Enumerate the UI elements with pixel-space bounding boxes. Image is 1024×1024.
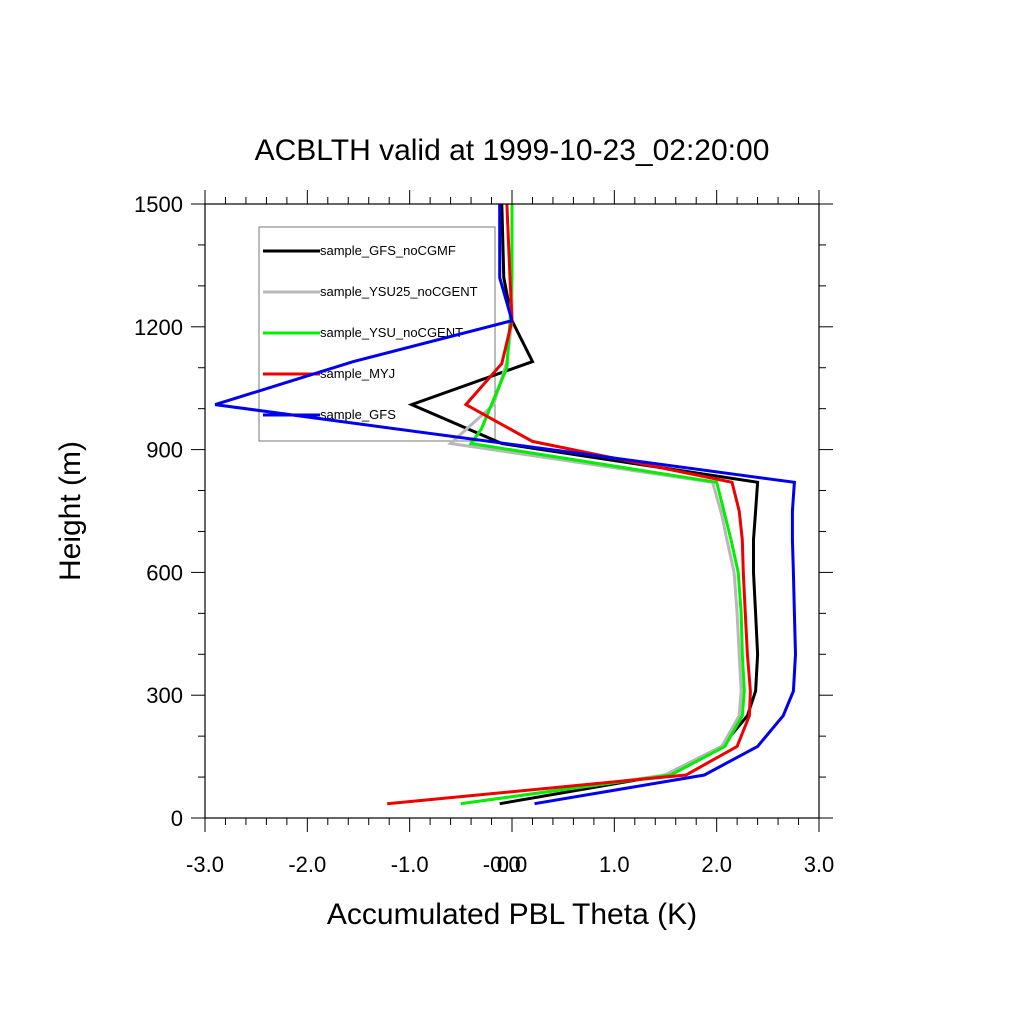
y-tick-label: 900: [146, 438, 183, 463]
series-line-sample_YSU_noCGENT: [460, 204, 746, 806]
x-axis: -3.0 -2.0 -1.0 -0.00.0 1.0 2.0 3.0: [186, 190, 834, 877]
x-tick-label: -2.0: [288, 852, 326, 877]
y-axis-label: Height (m): [54, 441, 87, 581]
plot-area: [214, 203, 798, 806]
x-tick-label: 2.0: [701, 852, 732, 877]
legend-label: sample_YSU25_noCGENT: [320, 284, 478, 299]
series-line-sample_GFS_noCGMF: [407, 203, 760, 806]
legend-label: sample_YSU_noCGENT: [320, 325, 463, 340]
legend-label: sample_GFS: [320, 407, 396, 422]
y-tick-label: 600: [146, 560, 183, 585]
y-axis: 0 300 600 900 1200 1500: [134, 192, 833, 831]
legend-label: sample_GFS_noCGMF: [320, 243, 456, 258]
x-tick-label: 3.0: [804, 852, 835, 877]
x-tick-label: 0.0: [497, 852, 528, 877]
chart-title: ACBLTH valid at 1999-10-23_02:20:00: [255, 134, 770, 167]
x-axis-label: Accumulated PBL Theta (K): [327, 898, 697, 931]
legend-label: sample_MYJ: [320, 366, 395, 381]
series-line-sample_MYJ: [387, 203, 752, 806]
x-tick-label: -0.0: [483, 852, 521, 877]
y-tick-label: 300: [146, 683, 183, 708]
y-tick-label: 1500: [134, 192, 183, 217]
x-tick-label: -3.0: [186, 852, 224, 877]
series-line-sample_GFS: [214, 204, 798, 806]
x-tick-label: -1.0: [391, 852, 429, 877]
y-tick-label: 0: [171, 806, 183, 831]
y-tick-label: 1200: [134, 315, 183, 340]
x-tick-label: 1.0: [599, 852, 630, 877]
